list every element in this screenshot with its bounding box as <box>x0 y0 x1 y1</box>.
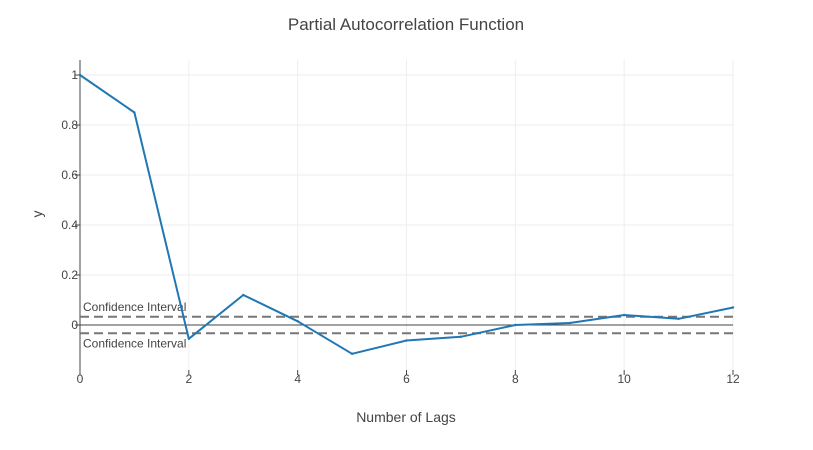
pacf-point <box>78 73 82 77</box>
ci-lower-label: Confidence Interval <box>83 336 186 350</box>
pacf-point <box>731 306 735 309</box>
confidence-interval: Confidence Interval Confidence Interval <box>80 300 733 350</box>
pacf-point <box>514 323 517 327</box>
pacf-point <box>350 352 354 355</box>
series <box>78 73 735 355</box>
ci-upper-label: Confidence Interval <box>83 300 186 314</box>
pacf-point <box>405 339 408 342</box>
pacf-point <box>622 313 626 317</box>
x-tick-label: 4 <box>294 372 301 386</box>
y-tick-label: 0 <box>71 318 78 332</box>
y-tick-label: 0.6 <box>61 168 78 182</box>
pacf-point <box>133 111 136 114</box>
chart-title: Partial Autocorrelation Function <box>288 15 524 34</box>
pacf-point <box>242 293 245 297</box>
x-tick-label: 8 <box>512 372 519 386</box>
pacf-point <box>187 337 191 340</box>
x-tick-label: 12 <box>726 372 740 386</box>
x-tick-label: 2 <box>185 372 192 386</box>
grid <box>79 60 734 370</box>
x-tick-label: 10 <box>617 372 631 386</box>
y-tick-label: 1 <box>71 68 78 82</box>
y-axis-label: y <box>29 211 45 218</box>
x-axis-label: Number of Lags <box>356 409 456 425</box>
pacf-point <box>296 320 299 323</box>
y-tick-label: 0.4 <box>61 218 78 232</box>
pacf-point <box>459 335 463 338</box>
axes: 00.20.40.60.810 2 4 6 8 10 12 <box>61 60 740 386</box>
y-tick-label: 0.2 <box>61 268 78 282</box>
pacf-point <box>677 317 680 320</box>
y-tick-label: 0.8 <box>61 118 78 132</box>
x-tick-label: 6 <box>403 372 410 386</box>
x-tick-label: 0 <box>77 372 84 386</box>
pacf-point <box>568 321 571 325</box>
